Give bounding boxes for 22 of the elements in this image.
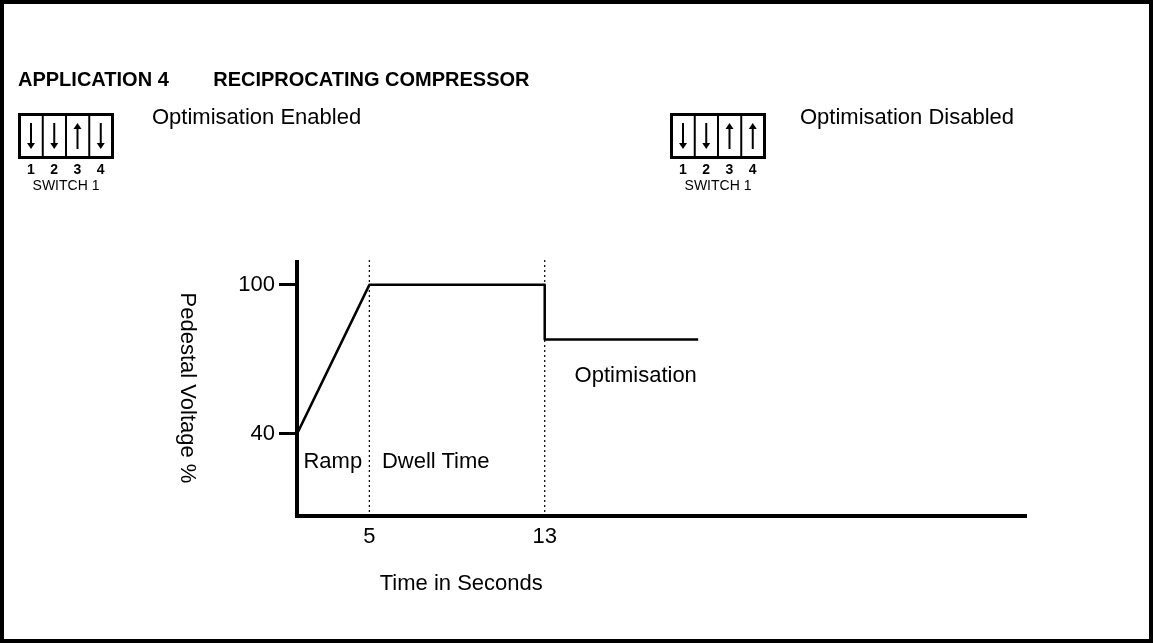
text: 1 <box>679 161 687 177</box>
annotation: Dwell Time <box>381 448 490 474</box>
x-tick-label: 5 <box>363 523 376 549</box>
y-tick-label: 100 <box>238 270 275 296</box>
x-axis-title: Time in Seconds <box>379 570 543 596</box>
text: 1 <box>27 161 35 177</box>
text: 4 <box>96 161 105 177</box>
x-tick-label: 13 <box>532 523 557 549</box>
text: 2 <box>702 161 711 177</box>
annotation: Ramp <box>303 448 363 474</box>
annotation: Optimisation <box>574 362 697 388</box>
text: Optimisation Disabled <box>800 104 1014 130</box>
text: Optimisation Enabled <box>152 104 362 130</box>
text: 2 <box>50 161 59 177</box>
text: SWITCH 1 <box>683 177 753 193</box>
y-tick-label: 40 <box>250 420 275 446</box>
text: 3 <box>73 161 82 177</box>
text: 3 <box>725 161 734 177</box>
text: 4 <box>748 161 757 177</box>
text: SWITCH 1 <box>31 177 101 193</box>
y-axis-title: Pedestal Voltage % <box>175 292 201 484</box>
chart-title: APPLICATION 4 RECIPROCATING COMPRESSOR <box>18 68 530 91</box>
